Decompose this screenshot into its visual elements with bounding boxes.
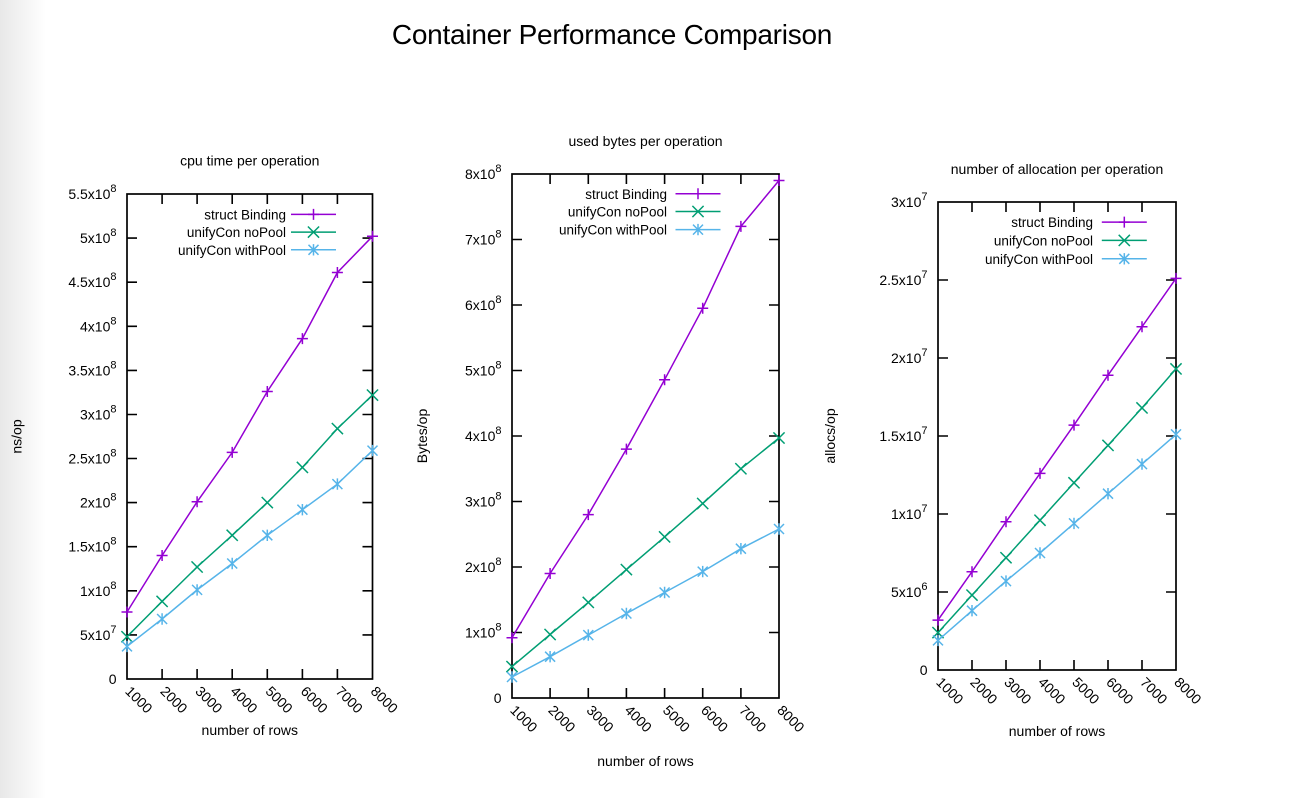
svg-text:3000: 3000 — [192, 683, 225, 716]
svg-text:4x108: 4x108 — [465, 425, 501, 444]
svg-text:2x107: 2x107 — [891, 347, 927, 366]
svg-text:used bytes per operation: used bytes per operation — [568, 133, 722, 149]
svg-text:number of rows: number of rows — [202, 722, 298, 738]
svg-text:unifyCon withPool: unifyCon withPool — [559, 223, 667, 238]
svg-text:7000: 7000 — [333, 683, 366, 716]
svg-text:1x107: 1x107 — [891, 503, 927, 522]
svg-text:6x108: 6x108 — [465, 294, 501, 313]
svg-text:5x106: 5x106 — [891, 581, 927, 600]
svg-text:7000: 7000 — [736, 702, 769, 735]
svg-text:unifyCon noPool: unifyCon noPool — [568, 205, 667, 220]
svg-text:number of allocation per opera: number of allocation per operation — [951, 161, 1163, 177]
svg-text:struct Binding: struct Binding — [585, 187, 667, 202]
svg-text:2000: 2000 — [157, 683, 190, 716]
svg-text:ns/op: ns/op — [9, 419, 25, 453]
svg-text:allocs/op: allocs/op — [822, 408, 838, 463]
svg-text:5000: 5000 — [1069, 674, 1102, 707]
svg-text:2x108: 2x108 — [80, 492, 116, 511]
svg-text:Bytes/op: Bytes/op — [414, 409, 430, 464]
svg-text:6000: 6000 — [1103, 674, 1136, 707]
svg-text:unifyCon withPool: unifyCon withPool — [985, 252, 1093, 267]
svg-text:3000: 3000 — [584, 702, 617, 735]
svg-text:number of rows: number of rows — [1009, 723, 1105, 739]
svg-text:4000: 4000 — [1035, 674, 1068, 707]
svg-text:4.5x108: 4.5x108 — [68, 271, 116, 290]
svg-text:4000: 4000 — [622, 702, 655, 735]
svg-text:3x107: 3x107 — [891, 191, 927, 210]
svg-text:1x108: 1x108 — [80, 580, 116, 599]
svg-text:1000: 1000 — [933, 674, 966, 707]
svg-text:4x108: 4x108 — [80, 315, 116, 334]
svg-text:0: 0 — [494, 690, 502, 706]
svg-text:6000: 6000 — [698, 702, 731, 735]
svg-text:2000: 2000 — [967, 674, 1000, 707]
svg-text:3000: 3000 — [1001, 674, 1034, 707]
svg-text:4000: 4000 — [228, 683, 261, 716]
svg-text:7x108: 7x108 — [465, 229, 501, 248]
svg-text:5x107: 5x107 — [80, 624, 116, 643]
svg-text:Container Performance Comparis: Container Performance Comparison — [392, 19, 832, 50]
svg-text:unifyCon noPool: unifyCon noPool — [994, 233, 1093, 248]
svg-text:2.5x107: 2.5x107 — [879, 269, 927, 288]
svg-text:3x108: 3x108 — [465, 491, 501, 510]
svg-text:5x108: 5x108 — [80, 227, 116, 246]
svg-text:1.5x107: 1.5x107 — [879, 425, 927, 444]
svg-text:1000: 1000 — [122, 683, 155, 716]
svg-text:5000: 5000 — [660, 702, 693, 735]
svg-text:5x108: 5x108 — [465, 360, 501, 379]
svg-text:2x108: 2x108 — [465, 556, 501, 575]
svg-text:8000: 8000 — [774, 702, 807, 735]
svg-text:unifyCon withPool: unifyCon withPool — [178, 243, 286, 258]
svg-text:cpu time per operation: cpu time per operation — [180, 153, 319, 169]
svg-text:8000: 8000 — [1171, 674, 1204, 707]
svg-text:struct Binding: struct Binding — [1011, 215, 1093, 230]
svg-text:0: 0 — [109, 671, 117, 687]
svg-text:number of rows: number of rows — [597, 753, 693, 769]
svg-text:3.5x108: 3.5x108 — [68, 359, 116, 378]
svg-text:8x108: 8x108 — [465, 163, 501, 182]
svg-text:5000: 5000 — [263, 683, 296, 716]
svg-text:7000: 7000 — [1137, 674, 1170, 707]
svg-text:unifyCon noPool: unifyCon noPool — [187, 225, 286, 240]
svg-text:3x108: 3x108 — [80, 404, 116, 423]
svg-text:5.5x108: 5.5x108 — [68, 183, 116, 202]
svg-text:0: 0 — [920, 662, 928, 678]
svg-text:8000: 8000 — [368, 683, 401, 716]
svg-text:1x108: 1x108 — [465, 622, 501, 641]
svg-text:1000: 1000 — [507, 702, 540, 735]
svg-text:struct Binding: struct Binding — [204, 207, 286, 222]
svg-text:2000: 2000 — [545, 702, 578, 735]
svg-text:6000: 6000 — [298, 683, 331, 716]
svg-text:2.5x108: 2.5x108 — [68, 448, 116, 467]
svg-text:1.5x108: 1.5x108 — [68, 536, 116, 555]
